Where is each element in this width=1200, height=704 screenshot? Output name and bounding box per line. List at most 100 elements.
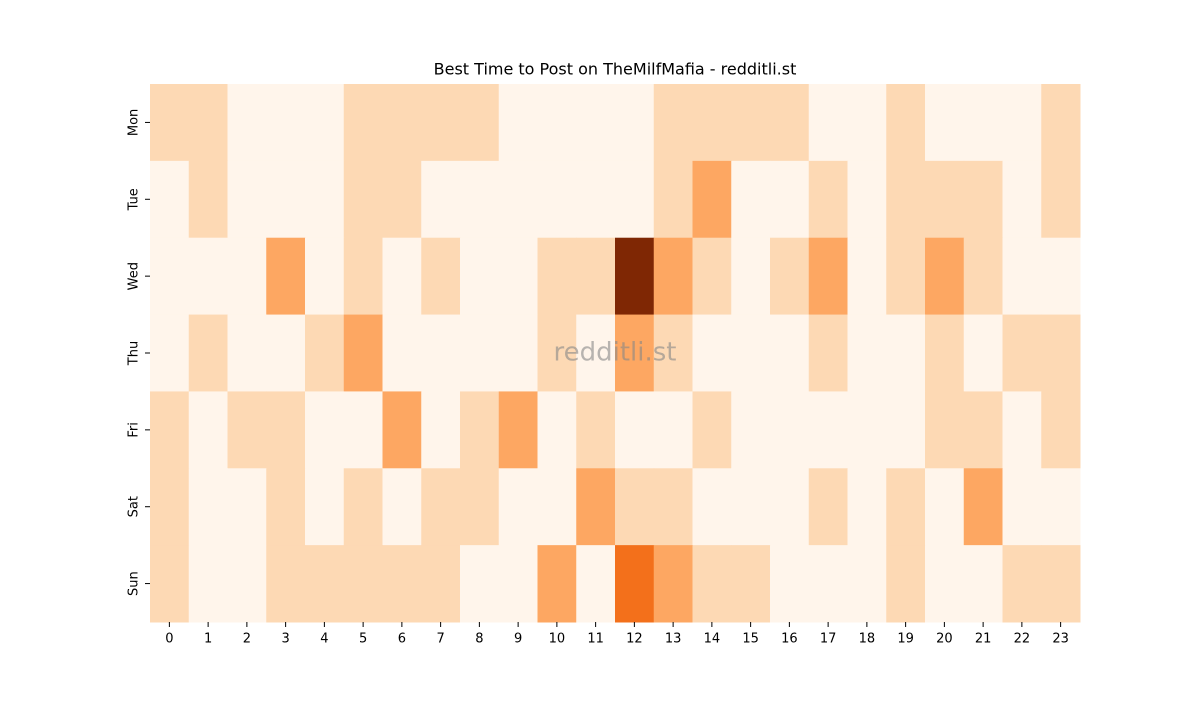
cell: [576, 545, 616, 623]
y-tick-label: Thu: [127, 341, 142, 366]
x-tick-label: 18: [859, 632, 876, 647]
cell: [808, 237, 848, 316]
cell: [421, 314, 461, 392]
cell: [847, 314, 887, 392]
cell: [460, 468, 500, 546]
cell: [731, 237, 771, 316]
cell: [382, 160, 422, 239]
cell: [963, 468, 1003, 546]
cell: [770, 468, 810, 546]
cell: [770, 237, 810, 316]
cell: [963, 84, 1003, 162]
x-tick-label: 19: [897, 632, 914, 647]
cell: [266, 84, 306, 162]
cell: [305, 160, 345, 239]
cell: [343, 545, 383, 623]
cell: [537, 314, 577, 392]
cell: [576, 160, 616, 239]
x-tick-label: 17: [820, 632, 837, 647]
cell: [537, 84, 577, 162]
x-tick-label: 5: [359, 632, 367, 647]
cell: [770, 545, 810, 623]
x-tick-label: 1: [204, 632, 212, 647]
cell: [1002, 545, 1042, 623]
cell: [227, 468, 267, 546]
x-tick-label: 2: [243, 632, 251, 647]
cell: [731, 160, 771, 239]
cell: [770, 160, 810, 239]
cell: [460, 84, 500, 162]
cell: [305, 391, 345, 469]
cell: [150, 160, 190, 239]
cell: [266, 545, 306, 623]
cell: [692, 545, 732, 623]
x-tick-label: 15: [742, 632, 759, 647]
cell: [227, 391, 267, 469]
cell: [343, 391, 383, 469]
x-tick-label: 21: [975, 632, 992, 647]
x-tick-label: 10: [549, 632, 566, 647]
cell: [963, 545, 1003, 623]
cell: [537, 391, 577, 469]
cell: [925, 391, 965, 469]
cell: [963, 391, 1003, 469]
cell: [731, 391, 771, 469]
cell: [460, 314, 500, 392]
cell: [692, 391, 732, 469]
cell: [266, 468, 306, 546]
cell: [808, 314, 848, 392]
cell: [537, 545, 577, 623]
cell: [421, 84, 461, 162]
cell: [188, 84, 228, 162]
cell: [305, 468, 345, 546]
cell: [963, 314, 1003, 392]
cell: [653, 391, 693, 469]
cell: [615, 468, 655, 546]
cell: [653, 237, 693, 316]
cell: [343, 160, 383, 239]
watermark: redditli.st: [554, 338, 677, 368]
x-tick-label: 13: [665, 632, 682, 647]
cell: [886, 545, 926, 623]
axes: 0 1 2 3 4 5 6 7 8 9 10 11 12 13 14 15 16 17 18 19 20 21 22 23Mo…: [127, 109, 1069, 647]
cell: [886, 237, 926, 316]
cell: [847, 237, 887, 316]
x-tick-label: 20: [936, 632, 953, 647]
cell: [227, 160, 267, 239]
cell: [343, 84, 383, 162]
cell: [150, 545, 190, 623]
cell: [615, 545, 655, 623]
cell: [1041, 545, 1081, 623]
cell: [305, 84, 345, 162]
cell: [576, 314, 616, 392]
cell: [150, 237, 190, 316]
x-tick-label: 9: [514, 632, 522, 647]
cell: [770, 84, 810, 162]
cell: [188, 468, 228, 546]
y-tick-label: Sat: [127, 496, 142, 517]
cell: [808, 545, 848, 623]
x-tick-label: 8: [475, 632, 483, 647]
cell: [886, 160, 926, 239]
cell: [963, 160, 1003, 239]
cell: [731, 314, 771, 392]
cell: [1002, 391, 1042, 469]
cell: [382, 468, 422, 546]
cell: [537, 237, 577, 316]
cell: [653, 314, 693, 392]
cell: [615, 160, 655, 239]
cell: [382, 237, 422, 316]
cell: [925, 545, 965, 623]
cell: [692, 237, 732, 316]
cell: [188, 237, 228, 316]
y-tick-label: Tue: [127, 188, 142, 211]
cell: [1002, 84, 1042, 162]
cell: [808, 160, 848, 239]
cell: [847, 545, 887, 623]
y-tick-label: Mon: [127, 109, 142, 136]
cell: [886, 468, 926, 546]
cell: [653, 545, 693, 623]
cell: [150, 314, 190, 392]
cell: [847, 160, 887, 239]
cell: [925, 160, 965, 239]
